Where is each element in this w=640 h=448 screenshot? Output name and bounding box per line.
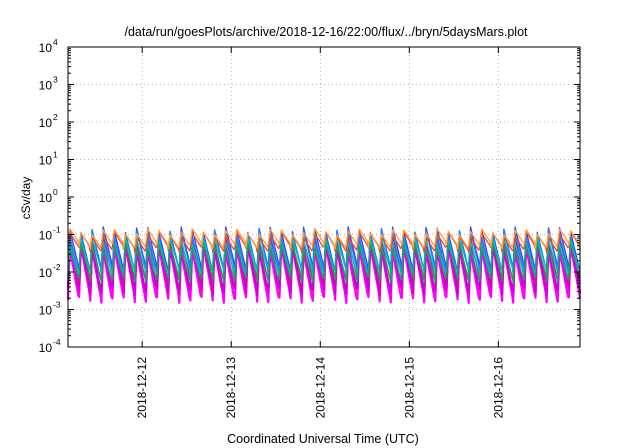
y-tick-exponent: -4: [53, 337, 61, 347]
x-tick-label: 2018-12-14: [313, 357, 327, 419]
y-tick-label: 10: [39, 116, 53, 130]
grid-lines: [68, 47, 580, 347]
y-tick-exponent: 3: [53, 75, 58, 85]
x-tick-label: 2018-12-15: [402, 357, 416, 419]
chart-title: /data/run/goesPlots/archive/2018-12-16/2…: [124, 25, 528, 39]
x-tick-label: 2018-12-16: [491, 357, 505, 419]
y-tick-label: 10: [39, 229, 53, 243]
series-line: [67, 242, 581, 284]
series-group: [66, 226, 582, 304]
y-tick-label: 10: [39, 41, 53, 55]
y-tick-exponent: -3: [53, 300, 61, 310]
y-tick-exponent: 0: [53, 187, 58, 197]
y-tick-label: 10: [39, 191, 53, 205]
x-tick-label: 2018-12-12: [135, 357, 149, 419]
x-tick-label: 2018-12-13: [224, 357, 238, 419]
y-axis-label: cSv/day: [19, 177, 33, 220]
series-line: [67, 228, 581, 250]
y-tick-label: 10: [39, 266, 53, 280]
y-tick-label: 10: [39, 341, 53, 355]
y-tick-exponent: -2: [53, 262, 61, 272]
y-tick-exponent: 4: [53, 37, 58, 47]
y-tick-exponent: 2: [53, 112, 58, 122]
plot-frame: [67, 46, 581, 348]
y-tick-exponent: 1: [53, 150, 58, 160]
y-tick-label: 10: [39, 79, 53, 93]
x-axis-label: Coordinated Universal Time (UTC): [227, 432, 419, 446]
y-tick-exponent: -1: [53, 225, 61, 235]
y-tick-label: 10: [39, 304, 53, 318]
y-tick-label: 10: [39, 154, 53, 168]
